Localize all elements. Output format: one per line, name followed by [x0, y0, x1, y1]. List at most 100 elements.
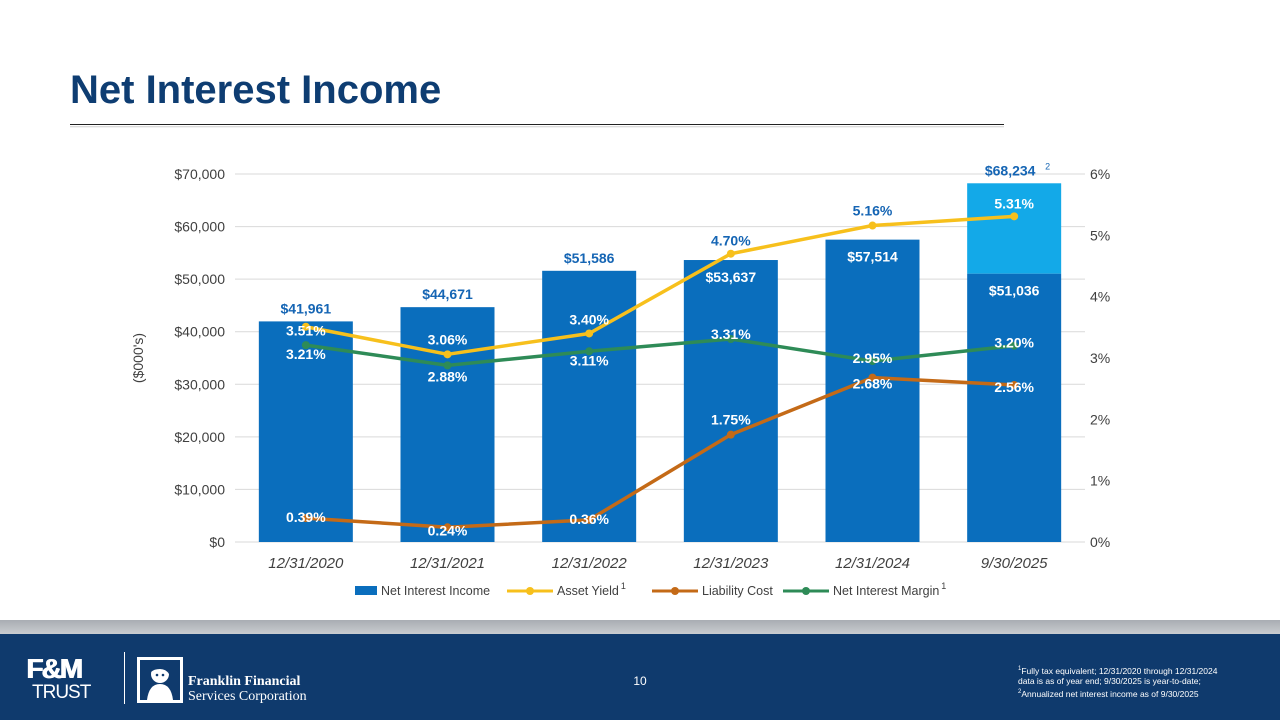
- legend-label-liability-cost: Liability Cost: [702, 584, 773, 598]
- liability-cost-point: [585, 515, 594, 524]
- fm-logo-bottom: TRUST: [32, 682, 91, 703]
- net-interest-margin-point: [443, 361, 452, 370]
- fm-logo-top: F&M: [26, 653, 83, 684]
- bar: [258, 321, 353, 542]
- liability-cost-label: 2.56%: [994, 379, 1034, 395]
- y-tick-label-right: 2%: [1090, 411, 1110, 427]
- y-tick-label-right: 6%: [1090, 166, 1110, 182]
- y-tick-label-left: $70,000: [174, 166, 225, 182]
- y-tick-label-left: $60,000: [174, 219, 225, 235]
- footnote-text-3: Annualized net interest income as of 9/3…: [1021, 688, 1199, 699]
- bar-value-label: $53,637: [706, 269, 757, 285]
- bar: [400, 307, 495, 542]
- asset-yield-label: 5.31%: [994, 195, 1034, 211]
- y-tick-label-right: 1%: [1090, 473, 1110, 489]
- net-interest-margin-point: [301, 341, 310, 350]
- net-interest-margin-line: [305, 337, 1015, 368]
- y-tick-label-left: $20,000: [174, 429, 225, 445]
- net-interest-margin-label: 2.88%: [428, 368, 468, 384]
- liability-cost-point: [726, 430, 735, 439]
- legend-label-asset-yield: Asset Yield: [557, 584, 619, 598]
- legend-superscript-asset-yield: 1: [621, 581, 626, 591]
- net-interest-margin-label: 2.95%: [853, 350, 893, 366]
- asset-yield-point: [726, 249, 735, 258]
- y-tick-label-left: $50,000: [174, 271, 225, 287]
- legend-label-net-interest-margin: Net Interest Margin: [833, 584, 939, 598]
- annualized-bar-segment: [967, 183, 1062, 274]
- y-tick-label-right: 0%: [1090, 534, 1110, 550]
- legend-superscript-net-interest-margin: 1: [941, 581, 946, 591]
- bar: [683, 260, 778, 542]
- net-interest-margin-label: 3.20%: [994, 335, 1034, 351]
- asset-yield-label: 3.06%: [428, 331, 468, 347]
- footnote-mark-1: 1: [1018, 666, 1022, 672]
- liability-cost-point: [1010, 380, 1019, 389]
- franklin-emblem-icon: [137, 657, 183, 703]
- legend-marker-asset-yield: [526, 587, 534, 595]
- page-title: Net Interest Income: [70, 68, 442, 112]
- footnote-text-1: Fully tax equivalent; 12/31/2020 through…: [1021, 665, 1218, 676]
- liability-cost-point: [868, 373, 877, 382]
- liability-cost-label: 0.39%: [286, 509, 326, 525]
- y-tick-label-left: $40,000: [174, 324, 225, 340]
- legend-marker-liability-cost: [671, 587, 679, 595]
- bar-value-label: $41,961: [281, 300, 332, 316]
- liability-cost-label: 0.24%: [428, 522, 468, 538]
- net-interest-margin-point: [585, 347, 594, 356]
- legend-marker-net-interest-margin: [802, 587, 810, 595]
- asset-yield-point: [1010, 212, 1019, 221]
- net-interest-margin-label: 3.31%: [711, 326, 751, 342]
- x-tick-label: 12/31/2024: [835, 555, 910, 572]
- footnote: 1Fully tax equivalent; 12/31/2020 throug…: [1018, 664, 1268, 699]
- footnote-line2: data is as of year end; 9/30/2025 is yea…: [1018, 676, 1201, 687]
- footer-gradient: [0, 620, 1280, 634]
- asset-yield-label: 3.40%: [569, 311, 609, 327]
- y-tick-label-left: $30,000: [174, 376, 225, 392]
- net-interest-margin-point: [868, 357, 877, 366]
- franklin-financial-name: Franklin Financial Services Corporation: [188, 674, 307, 704]
- liability-cost-point: [443, 523, 452, 532]
- legend-label-net-interest-income: Net Interest Income: [381, 584, 490, 598]
- asset-yield-point: [443, 350, 452, 359]
- footnote-mark-2: 2: [1018, 688, 1022, 695]
- bar-value-label: $57,514: [847, 249, 898, 265]
- asset-yield-line: [305, 214, 1015, 357]
- y-tick-label-right: 4%: [1090, 289, 1110, 305]
- company-name-line2: Services Corporation: [188, 689, 307, 704]
- y-tick-label-left: $0: [209, 534, 225, 550]
- y-tick-label-left: $10,000: [174, 481, 225, 497]
- annualized-superscript: 2: [1045, 161, 1050, 171]
- liability-cost-point: [301, 514, 310, 523]
- x-tick-label: 12/31/2023: [693, 555, 769, 572]
- bar-value-label: $51,036: [989, 283, 1040, 299]
- title-underline-shadow: [70, 126, 1004, 128]
- fm-trust-logo: F&M TRUST: [26, 654, 112, 704]
- net-interest-margin-point: [726, 334, 735, 343]
- title-underline: [70, 124, 1004, 125]
- y-tick-label-right: 3%: [1090, 350, 1110, 366]
- bar-value-label: $51,586: [564, 250, 615, 266]
- y-axis-title: ($000's): [130, 333, 146, 383]
- net-interest-margin-label: 3.21%: [286, 346, 326, 362]
- x-tick-label: 12/31/2021: [410, 555, 485, 572]
- liability-cost-label: 0.36%: [569, 511, 609, 527]
- asset-yield-label: 3.51%: [286, 323, 326, 339]
- footnote-line1: 1Fully tax equivalent; 12/31/2020 throug…: [1018, 664, 1268, 676]
- footer-bar: F&M TRUST Franklin Financial Services Co…: [0, 634, 1280, 720]
- liability-cost-label: 2.68%: [853, 376, 893, 392]
- x-tick-label: 9/30/2025: [981, 555, 1048, 572]
- y-tick-label-right: 5%: [1090, 227, 1110, 243]
- annualized-value-label: $68,234: [985, 162, 1036, 178]
- legend-swatch-net-interest-income: [355, 586, 377, 595]
- footnote-line3: 2Annualized net interest income as of 9/…: [1018, 687, 1268, 699]
- net-interest-margin-point: [1010, 341, 1019, 350]
- bar-value-label: $44,671: [422, 286, 473, 302]
- logo-divider: [124, 652, 125, 704]
- asset-yield-label: 5.16%: [853, 203, 893, 219]
- liability-cost-line: [305, 375, 1015, 530]
- company-name-line1: Franklin Financial: [188, 674, 301, 689]
- bar: [967, 273, 1062, 542]
- net-interest-margin-label: 3.11%: [570, 352, 609, 368]
- asset-yield-label: 4.70%: [711, 233, 751, 249]
- liability-cost-label: 1.75%: [711, 412, 751, 428]
